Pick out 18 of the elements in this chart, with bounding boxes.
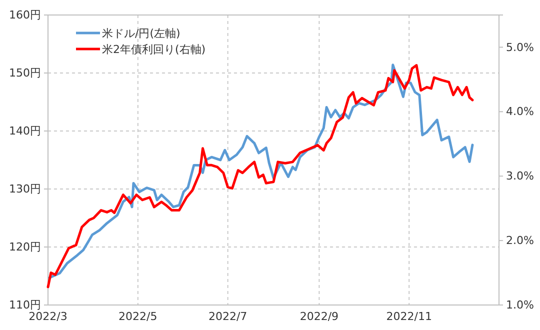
y-tick-label: 120円 <box>9 240 41 254</box>
x-tick-label: 2022/11 <box>386 310 432 324</box>
y2-tick-label: 1.0% <box>506 298 534 312</box>
y-tick-label: 110円 <box>9 298 41 312</box>
y2-tick-label: 4.0% <box>506 105 534 118</box>
y2-tick-label: 5.0% <box>506 40 534 54</box>
y-tick-label: 140円 <box>9 124 41 138</box>
y-tick-label: 130円 <box>9 182 41 196</box>
y2-tick-label: 3.0% <box>506 170 534 183</box>
x-tick-label: 2022/9 <box>300 310 339 324</box>
x-tick-label: 2022/3 <box>28 310 68 324</box>
legend-label: 米ドル/円(左軸) <box>102 26 180 40</box>
y2-tick-label: 2.0% <box>506 234 534 248</box>
x-tick-label: 2022/7 <box>208 310 248 324</box>
y-tick-label: 160円 <box>9 8 41 22</box>
x-tick-label: 2022/5 <box>118 310 158 324</box>
legend-label: 米2年債利回り(右軸) <box>102 42 206 56</box>
y-tick-label: 150円 <box>9 66 41 80</box>
